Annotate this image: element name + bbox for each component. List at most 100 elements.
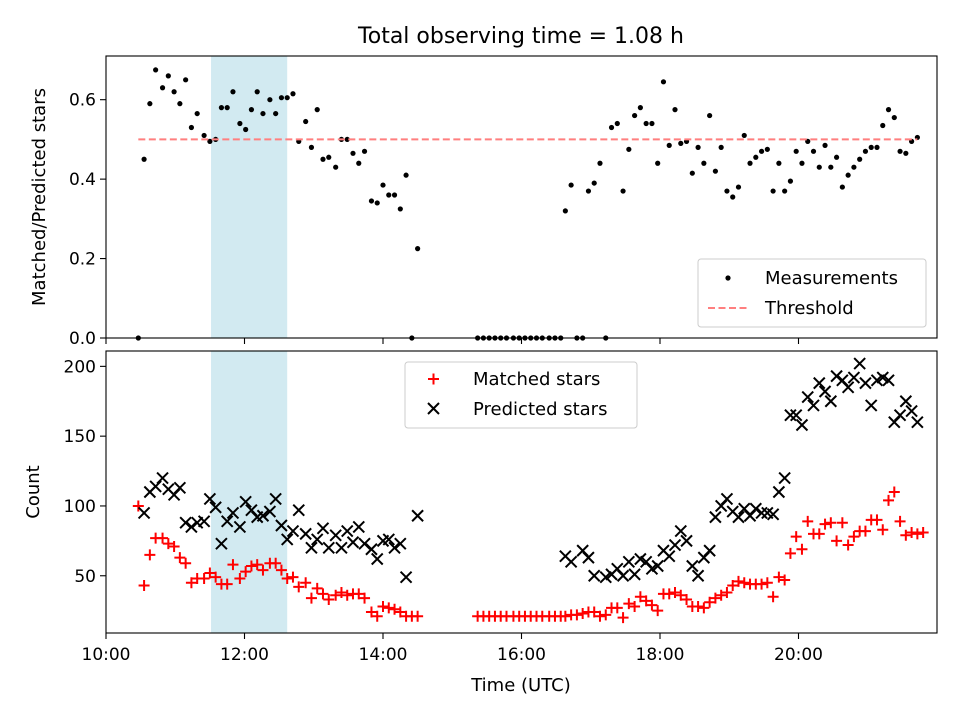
predicted-stars-point bbox=[905, 404, 918, 418]
predicted-stars-point bbox=[801, 390, 814, 404]
predicted-stars-point bbox=[818, 385, 832, 398]
matched-stars-point bbox=[157, 532, 169, 544]
predicted-stars-point bbox=[382, 533, 395, 546]
bottom-y-axis-label: Count bbox=[23, 465, 44, 518]
matched-stars-point bbox=[721, 587, 733, 599]
predicted-stars-point bbox=[346, 536, 360, 549]
predicted-stars-point bbox=[778, 471, 791, 485]
predicted-stars-point bbox=[394, 537, 407, 550]
top-y-axis-label: Matched/Predicted stars bbox=[29, 88, 50, 306]
measurements-point bbox=[585, 188, 592, 194]
legend-matched-label: Matched stars bbox=[473, 369, 600, 390]
measurements-point bbox=[758, 148, 765, 154]
matched-stars-point bbox=[819, 518, 831, 530]
matched-stars-point bbox=[894, 515, 906, 527]
predicted-stars-point bbox=[263, 505, 277, 518]
matched-stars-point bbox=[652, 605, 664, 617]
measurements-point bbox=[320, 156, 326, 162]
measurements-point bbox=[851, 164, 857, 170]
measurements-point bbox=[793, 148, 799, 154]
matched-stars-point bbox=[210, 571, 222, 583]
measurements-point bbox=[218, 105, 225, 111]
predicted-stars-point bbox=[322, 541, 335, 555]
measurements-point bbox=[695, 144, 701, 150]
predicted-stars-point bbox=[651, 559, 664, 573]
measurements-point bbox=[267, 97, 273, 103]
measurements-point bbox=[689, 170, 695, 176]
matched-stars-point bbox=[646, 599, 658, 611]
matched-stars-point bbox=[588, 606, 600, 618]
matched-stars-point bbox=[412, 610, 424, 622]
matched-stars-point bbox=[784, 547, 796, 559]
matched-stars-point bbox=[848, 531, 860, 543]
measurements-point bbox=[278, 95, 285, 101]
matched-stars-point bbox=[842, 539, 854, 551]
x-tick-label: 16:00 bbox=[497, 645, 546, 665]
measurements-point bbox=[782, 188, 788, 194]
top-y-ticks: 0.0 0.2 0.4 0.6 bbox=[69, 91, 106, 349]
legend-measurements-label: Measurements bbox=[765, 268, 898, 289]
predicted-stars-point bbox=[179, 516, 192, 529]
predicted-stars-point bbox=[226, 506, 240, 520]
x-axis-label: Time (UTC) bbox=[470, 675, 571, 696]
matched-stars-point bbox=[138, 580, 150, 592]
predicted-stars-point bbox=[365, 543, 378, 556]
matched-stars-point bbox=[796, 543, 808, 555]
measurements-point bbox=[701, 160, 707, 166]
measurements-point bbox=[260, 110, 266, 117]
predicted-stars-point bbox=[209, 501, 222, 514]
measurements-point bbox=[620, 188, 626, 194]
matched-stars-point bbox=[227, 559, 239, 571]
predicted-stars-point bbox=[299, 527, 312, 541]
predicted-stars-point bbox=[388, 541, 401, 555]
measurements-point bbox=[159, 85, 166, 91]
predicted-stars-point bbox=[766, 508, 780, 521]
matched-stars-point bbox=[767, 591, 779, 603]
predicted-stars-point bbox=[137, 506, 151, 520]
matched-stars-point bbox=[132, 500, 144, 512]
matched-stars-point bbox=[681, 593, 693, 605]
bottom-shaded-interval bbox=[211, 351, 288, 633]
matched-stars-point bbox=[305, 592, 317, 604]
predicted-stars-point bbox=[720, 492, 734, 506]
matched-stars-point bbox=[180, 557, 192, 569]
legend-predicted-marker bbox=[427, 402, 440, 415]
predicted-stars-point bbox=[749, 502, 763, 515]
bottom-panel: 10:00 12:00 14:00 16:00 18:00 20:00 50 100 150 2… bbox=[23, 350, 938, 696]
predicted-stars-point bbox=[173, 481, 187, 495]
matched-stars-point bbox=[600, 609, 612, 621]
predicted-stars-point bbox=[784, 409, 797, 422]
measurements-point bbox=[632, 112, 638, 119]
measurements-point bbox=[230, 89, 236, 95]
measurements-point bbox=[290, 91, 296, 97]
predicted-stars-point bbox=[847, 371, 861, 384]
matched-stars-point bbox=[709, 592, 721, 604]
matched-stars-point bbox=[779, 574, 791, 586]
predicted-stars-point bbox=[411, 509, 424, 522]
measurements-point bbox=[712, 168, 719, 174]
measurements-point bbox=[183, 77, 189, 83]
predicted-stars-point bbox=[269, 492, 282, 506]
measurements-point bbox=[678, 140, 684, 146]
measurements-point bbox=[874, 144, 880, 150]
matched-stars-point bbox=[234, 573, 246, 585]
measurements-point bbox=[655, 160, 661, 166]
measurements-point bbox=[350, 150, 356, 156]
measurements-point bbox=[626, 146, 632, 152]
predicted-stars-point bbox=[239, 495, 252, 508]
predicted-stars-point bbox=[709, 510, 722, 524]
matched-stars-point bbox=[287, 571, 299, 583]
measurements-point bbox=[147, 101, 153, 107]
predicted-stars-point bbox=[622, 555, 636, 569]
predicted-stars-point bbox=[371, 552, 384, 566]
bottom-y-ticks: 50 100 150 200 bbox=[64, 357, 106, 587]
matched-stars-point bbox=[756, 578, 768, 590]
matched-stars-point bbox=[383, 602, 395, 614]
matched-stars-point bbox=[300, 577, 312, 589]
measurements-point bbox=[194, 110, 200, 117]
y-tick-label: 100 bbox=[64, 497, 96, 517]
matched-stars-point bbox=[577, 607, 589, 619]
matched-stars-point bbox=[675, 589, 687, 601]
matched-stars-point bbox=[221, 578, 233, 590]
predicted-stars-point bbox=[286, 524, 300, 538]
